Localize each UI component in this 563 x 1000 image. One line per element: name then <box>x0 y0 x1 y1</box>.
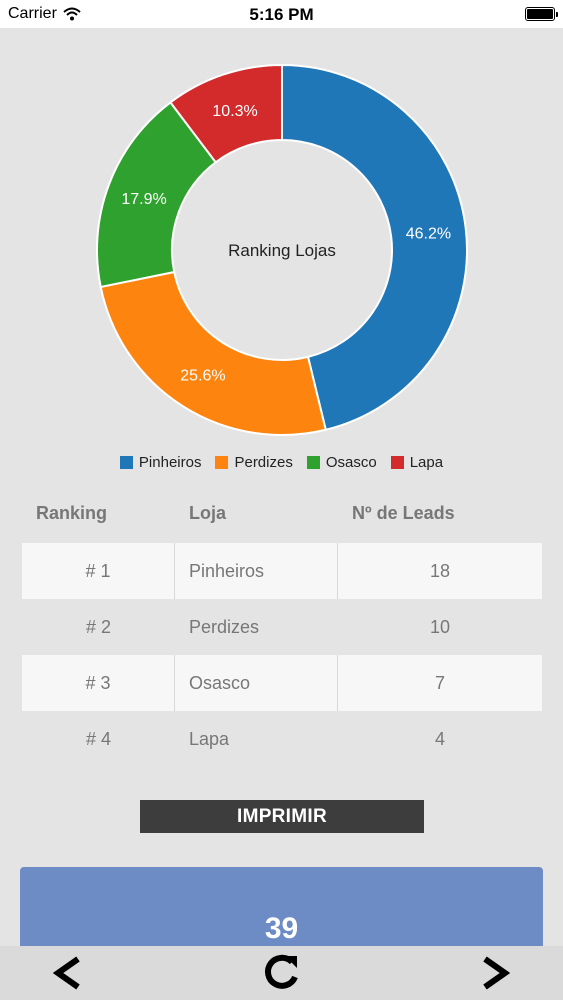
rank-cell: # 1 <box>22 543 175 599</box>
chevron-right-icon <box>483 956 511 990</box>
wifi-icon <box>63 7 81 21</box>
back-button[interactable] <box>45 950 91 996</box>
store-cell: Lapa <box>189 728 230 749</box>
battery-icon <box>525 7 558 21</box>
store-cell: Perdizes <box>189 616 260 637</box>
donut-chart-container: 46.2% 25.6% 17.9% 10.3% Ranking Lojas <box>0 28 563 448</box>
donut-chart: 46.2% 25.6% 17.9% 10.3% Ranking Lojas <box>96 63 468 436</box>
header-leads: Nº de Leads <box>352 503 455 523</box>
leads-cell: 4 <box>434 728 445 749</box>
header-loja: Loja <box>189 503 227 523</box>
legend-swatch <box>119 456 133 469</box>
store-cell: Pinheiros <box>175 543 338 599</box>
rank-cell: # 2 <box>85 616 112 637</box>
legend-item-osasco[interactable]: Osasco <box>306 454 377 471</box>
carrier-label: Carrier <box>8 5 57 22</box>
leads-cell: 18 <box>429 560 451 581</box>
legend-label: Perdizes <box>234 454 293 471</box>
legend-swatch <box>215 456 229 469</box>
print-button[interactable]: IMPRIMIR <box>140 800 424 833</box>
leads-cell: 10 <box>429 616 451 637</box>
legend-item-pinheiros[interactable]: Pinheiros <box>119 454 202 471</box>
forward-button[interactable] <box>472 950 518 996</box>
donut-slice-lapa[interactable] <box>169 63 283 164</box>
header-ranking: Ranking <box>36 503 108 523</box>
donut-slice-pinheiros[interactable] <box>281 63 468 431</box>
table-row: # 4 Lapa 4 <box>22 711 542 767</box>
table-row: # 2 Perdizes 10 <box>22 599 542 655</box>
refresh-button[interactable] <box>258 950 304 996</box>
rank-cell: # 4 <box>85 728 112 749</box>
rank-cell: # 3 <box>22 655 175 711</box>
store-cell: Osasco <box>175 655 338 711</box>
table-header: Ranking Loja Nº de Leads <box>22 503 542 527</box>
table-row: # 3 Osasco 7 <box>22 655 542 711</box>
slice-label: 25.6% <box>180 368 225 385</box>
slice-label: 17.9% <box>121 191 166 208</box>
refresh-icon <box>265 954 298 989</box>
status-time: 5:16 PM <box>249 5 314 24</box>
legend-label: Lapa <box>409 454 444 471</box>
legend-swatch <box>390 456 404 469</box>
status-bar: Carrier 5:16 PM <box>0 0 563 28</box>
donut-slice-perdizes[interactable] <box>99 270 327 436</box>
table-row: # 1 Pinheiros 18 <box>22 543 542 599</box>
legend-label: Pinheiros <box>138 454 202 471</box>
slice-label: 46.2% <box>406 225 451 242</box>
legend-item-lapa[interactable]: Lapa <box>390 454 444 471</box>
ranking-table: # 1 Pinheiros 18 # 2 Perdizes 10 # 3 Osa… <box>22 543 542 767</box>
legend-label: Osasco <box>325 454 377 471</box>
legend-item-perdizes[interactable]: Perdizes <box>215 454 293 471</box>
slice-label: 10.3% <box>212 103 257 120</box>
bottom-toolbar <box>0 946 563 1000</box>
legend-swatch <box>306 456 320 469</box>
chart-center-title: Ranking Lojas <box>228 241 336 260</box>
total-leads-value: 39 <box>264 912 299 945</box>
chevron-left-icon <box>52 956 80 990</box>
chart-legend: Pinheiros Perdizes Osasco Lapa <box>0 454 563 471</box>
leads-cell: 7 <box>434 672 445 693</box>
